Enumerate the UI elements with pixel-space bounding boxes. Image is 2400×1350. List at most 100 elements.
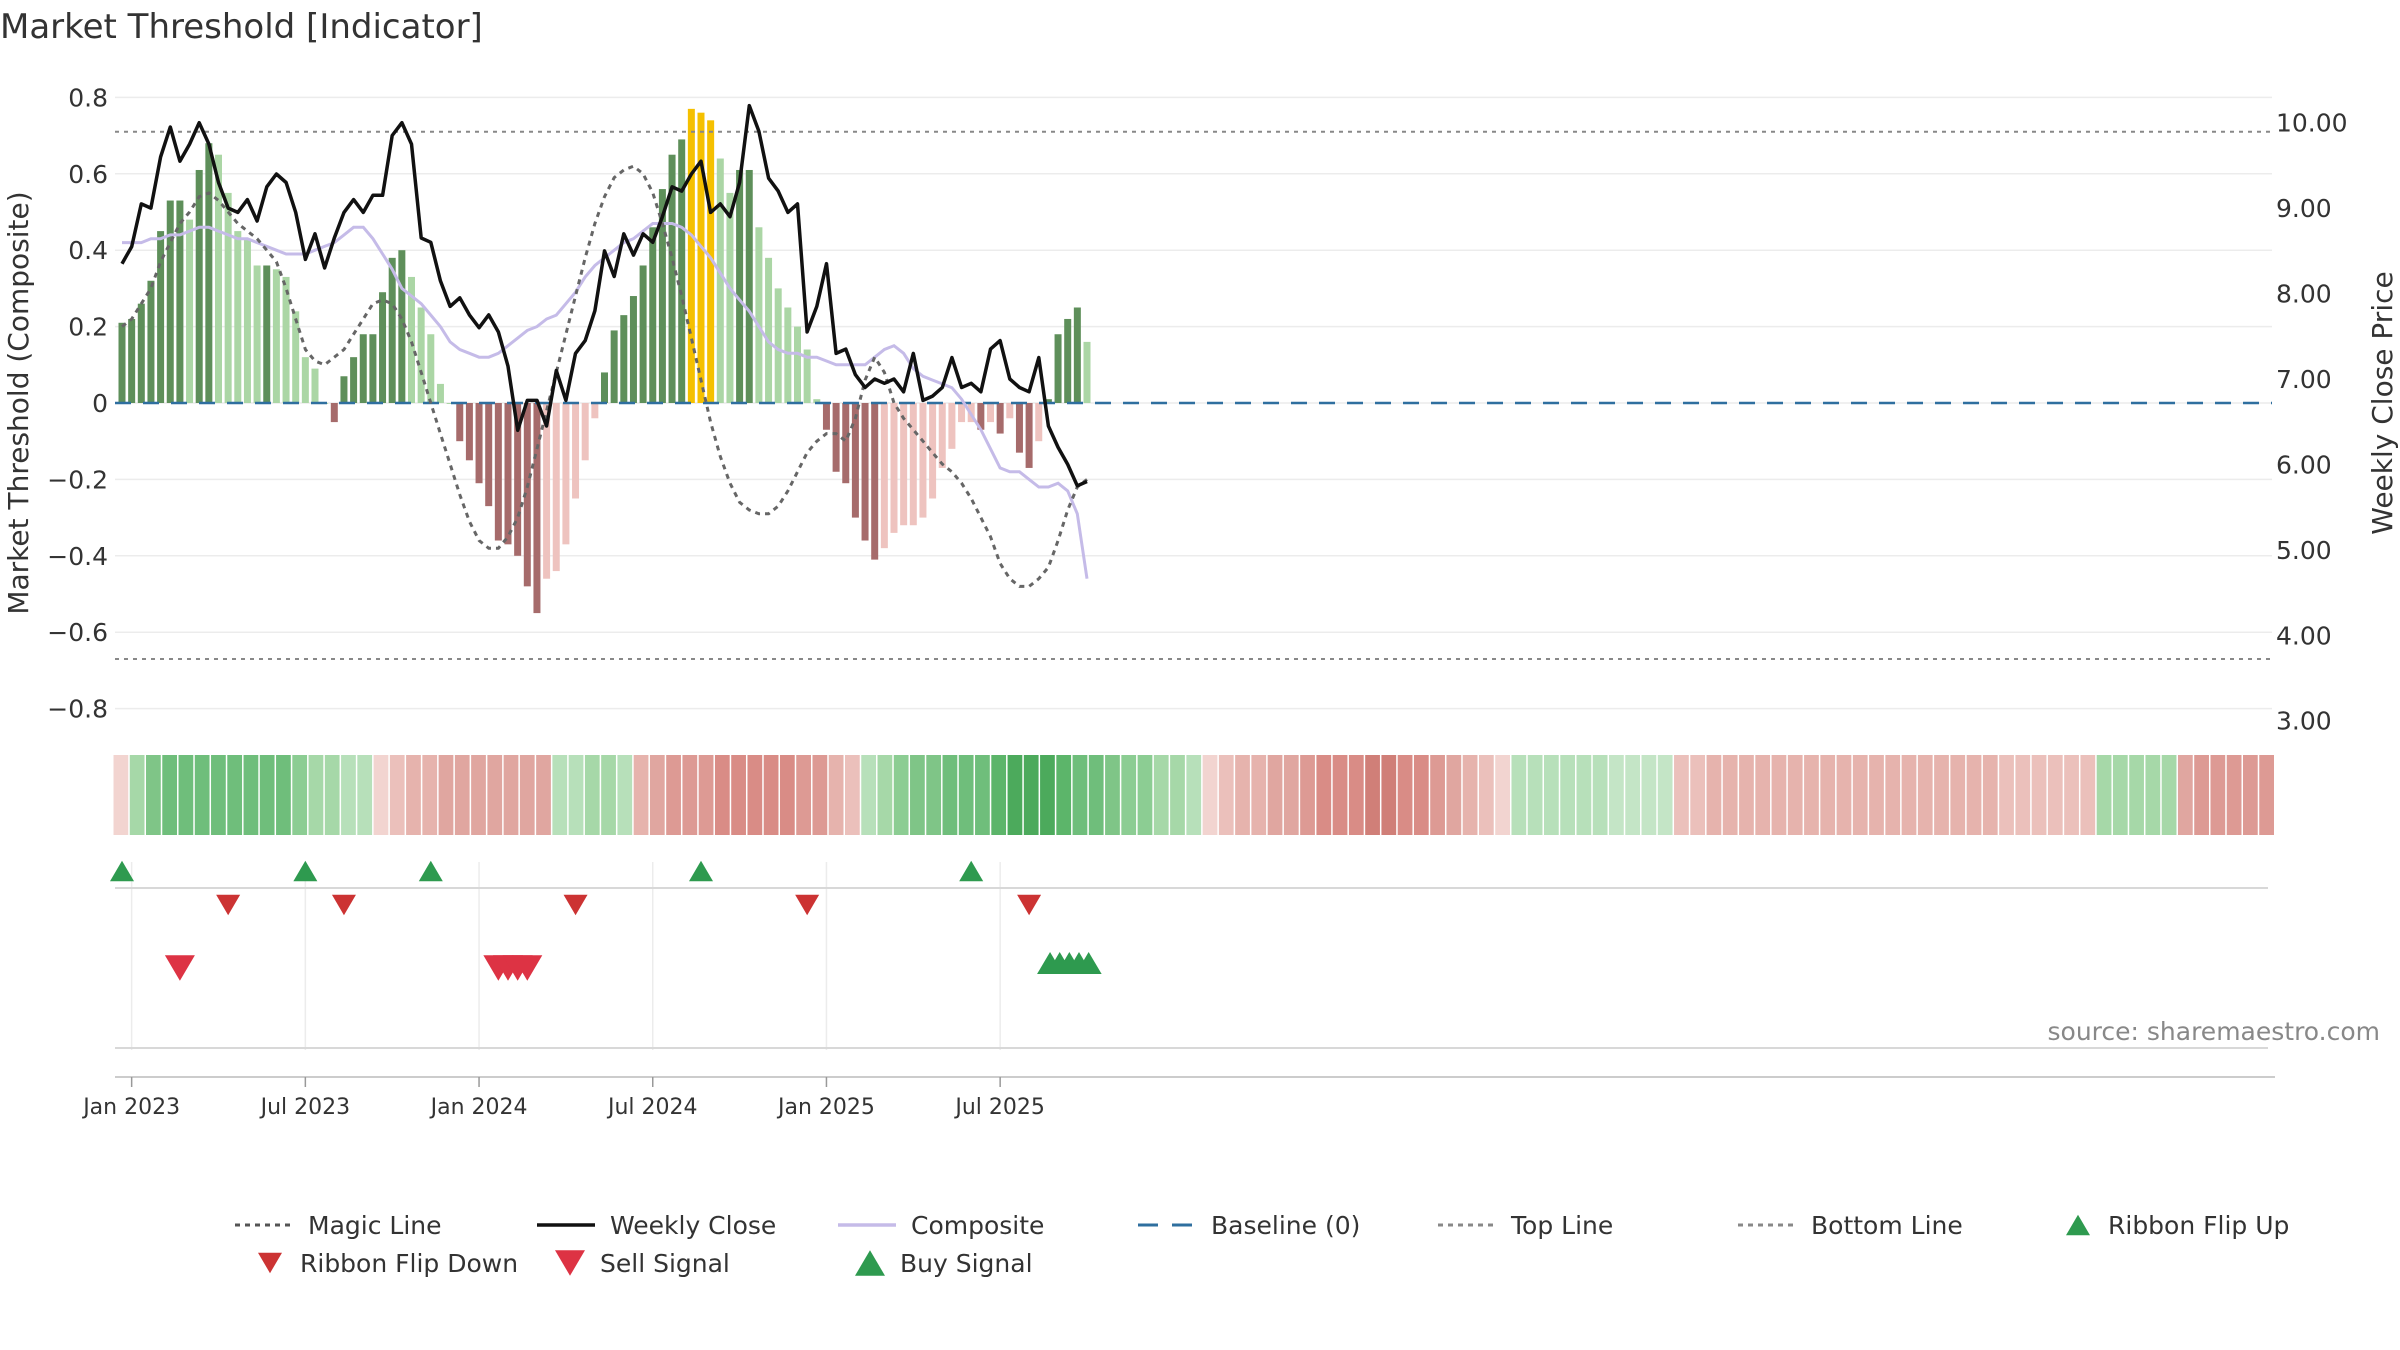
composite-bar	[166, 200, 174, 403]
composite-bar	[379, 292, 387, 403]
composite-bar	[601, 372, 608, 403]
ribbon-cell	[845, 755, 860, 835]
composite-bar	[707, 120, 715, 403]
composite-bar	[697, 112, 705, 404]
composite-bar	[649, 227, 657, 403]
y-left-tick-label: 0	[92, 389, 108, 418]
ribbon-cell	[438, 755, 454, 835]
ribbon-cell	[877, 755, 893, 835]
composite-bar	[523, 403, 531, 587]
ribbon-cell	[1251, 755, 1267, 835]
ribbon-cell	[308, 755, 324, 835]
composite-bar	[186, 219, 194, 403]
ribbon-cell	[2064, 755, 2079, 835]
ribbon-cell	[1105, 755, 1120, 835]
ribbon-cell	[1446, 755, 1462, 835]
sell-signal-marker	[512, 955, 543, 981]
signal-rows	[110, 860, 2275, 1078]
ribbon-flip-down-marker	[216, 894, 241, 916]
ribbon-flip-up-marker	[689, 860, 713, 882]
composite-bar	[610, 330, 618, 403]
x-tick-label: Jan 2023	[81, 1095, 180, 1120]
ribbon-cell	[975, 755, 990, 835]
legend-label: Bottom Line	[1811, 1211, 1963, 1240]
y-axis-left-ticks: 0.8 0.6 0.4 0.2 0 −0.2 −0.4 −0.6 −0.8	[47, 83, 108, 723]
ribbon-cell	[1674, 755, 1689, 835]
composite-bar	[880, 403, 888, 549]
ribbon-cell	[259, 755, 275, 835]
ribbon-cell	[454, 755, 470, 835]
composite-bar	[639, 265, 647, 403]
composite-bar	[1054, 334, 1062, 403]
ribbon-cell	[552, 755, 568, 835]
ribbon-cell	[2210, 755, 2226, 835]
ribbon-cell	[1430, 755, 1445, 835]
ribbon-cell	[1999, 755, 2014, 835]
composite-bar	[533, 403, 541, 614]
ribbon-cell	[747, 755, 763, 835]
composite-bar	[157, 231, 165, 403]
ribbon-cell	[796, 755, 811, 835]
ribbon-cell	[1592, 755, 1608, 835]
composite-bar	[784, 307, 792, 403]
y-left-tick-label: 0.6	[68, 160, 108, 189]
composite-bar	[890, 403, 898, 533]
composite-bar	[929, 403, 937, 499]
ribbon-cell	[1413, 755, 1429, 835]
ribbon-cell	[194, 755, 210, 835]
ribbon-cell	[779, 755, 795, 835]
ribbon-cell	[357, 755, 373, 835]
composite-bar	[137, 303, 145, 403]
composite-bar	[687, 108, 695, 404]
ribbon-cell	[1625, 755, 1641, 835]
composite-bar	[581, 403, 589, 461]
composite-bar	[822, 403, 830, 430]
y-right-tick-label: 3.00	[2276, 707, 2332, 736]
composite-bar	[118, 322, 126, 403]
ribbon-cell	[1836, 755, 1852, 835]
ribbon-cell	[1934, 755, 1949, 835]
composite-bars	[118, 108, 1091, 614]
ribbon-flip-up-marker	[418, 860, 443, 882]
ribbon-cell	[536, 755, 551, 835]
ribbon-cell	[649, 755, 665, 835]
ribbon-cell	[1235, 755, 1250, 835]
y-axis-right-ticks: 10.00 9.00 8.00 7.00 6.00 5.00 4.00 3.00	[2276, 109, 2348, 736]
composite-bar	[977, 403, 985, 430]
ribbon-cell	[1088, 755, 1104, 835]
y-left-tick-label: 0.8	[68, 83, 108, 112]
sell-signal-marker	[164, 955, 195, 981]
ribbon-cell	[1072, 755, 1088, 835]
ribbon-cell	[1657, 755, 1673, 835]
ribbon-cell	[1771, 755, 1787, 835]
composite-bar	[948, 403, 956, 449]
ribbon-cell	[1885, 755, 1901, 835]
ribbon-cell	[2129, 755, 2144, 835]
composite-bar	[253, 265, 261, 403]
ribbon-cell	[617, 755, 633, 835]
ribbon-cell	[129, 755, 145, 835]
composite-bar	[909, 403, 917, 526]
ribbon-cell	[1755, 755, 1771, 835]
ribbon-cell	[633, 755, 649, 835]
ribbon-cell	[1332, 755, 1348, 835]
ribbon-cell	[1804, 755, 1819, 835]
composite-bar	[330, 403, 338, 423]
ribbon-strip	[113, 755, 2274, 835]
ribbon-cell	[926, 755, 942, 835]
ribbon-cell	[958, 755, 974, 835]
legend-label: Top Line	[1510, 1211, 1613, 1240]
composite-bar	[803, 349, 811, 403]
y-left-tick-label: −0.6	[47, 618, 108, 647]
composite-bar	[215, 154, 222, 403]
ribbon-cell	[2242, 755, 2258, 835]
legend-swatch	[2066, 1214, 2090, 1236]
legend-swatch	[258, 1252, 282, 1274]
ribbon-cell	[1576, 755, 1592, 835]
ribbon-flip-up-marker	[110, 860, 134, 882]
legend-label: Weekly Close	[610, 1211, 776, 1240]
x-tick-label: Jan 2025	[776, 1095, 875, 1120]
composite-bar	[205, 143, 213, 404]
legend-label: Ribbon Flip Down	[300, 1249, 518, 1278]
ribbon-cell	[1283, 755, 1299, 835]
